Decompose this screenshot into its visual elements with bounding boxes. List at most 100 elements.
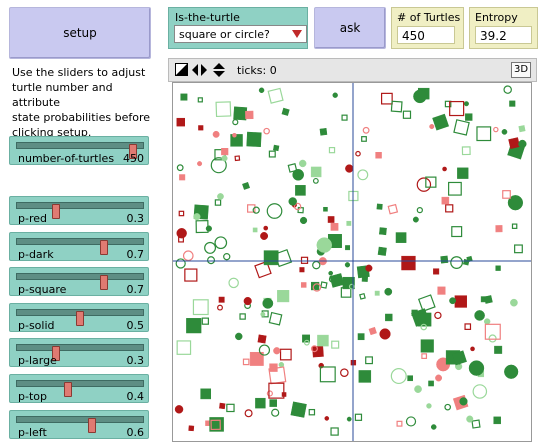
slider-track[interactable]	[16, 273, 144, 290]
slider-value: 0.5	[126, 319, 145, 332]
turtle-shape	[413, 89, 427, 104]
monitor-value: 39.2	[475, 26, 532, 44]
slider-track[interactable]	[16, 416, 144, 433]
slider-p-large[interactable]: p-large 0.3	[9, 338, 149, 367]
turtle-shape	[193, 213, 201, 221]
turtle-shape	[232, 119, 239, 126]
turtle-shape	[430, 424, 437, 430]
turtle-shape	[212, 130, 220, 138]
turtle-shape	[287, 163, 298, 173]
slider-knob[interactable]	[100, 240, 108, 255]
turtle-shape	[420, 339, 434, 353]
turtle-shape	[354, 413, 363, 421]
view-controls-icon[interactable]	[175, 63, 227, 77]
slider-p-square[interactable]: p-square 0.7	[9, 267, 149, 296]
turtle-shape	[247, 204, 256, 213]
turtle-shape	[277, 290, 290, 303]
turtle-shape	[310, 166, 322, 178]
turtle-shape	[346, 220, 352, 226]
turtle-shape	[295, 185, 306, 196]
turtle-shape	[246, 131, 262, 147]
turtle-shape	[420, 323, 428, 331]
turtle-shape	[290, 401, 307, 418]
slider-label: p-left	[18, 426, 47, 439]
setup-button[interactable]: setup	[9, 7, 151, 59]
turtle-shape	[341, 114, 348, 121]
slider-track[interactable]	[16, 344, 144, 361]
turtle-shape	[332, 92, 338, 98]
turtle-shape	[217, 304, 223, 311]
world-view[interactable]	[172, 82, 532, 442]
slider-number-of-turtles[interactable]: number-of-turtles 450	[9, 136, 149, 165]
turtle-shape	[308, 408, 316, 416]
turtle-shape	[395, 232, 407, 243]
turtle-shape	[218, 296, 225, 303]
turtle-shape	[204, 241, 217, 254]
slider-value: 0.4	[126, 390, 145, 403]
chooser-select[interactable]: square or circle?	[174, 25, 307, 43]
slider-track[interactable]	[16, 142, 144, 159]
turtle-shape	[502, 190, 511, 199]
turtle-shape	[266, 390, 273, 397]
dropdown-arrow-icon	[292, 30, 302, 38]
turtle-shape	[514, 244, 523, 254]
turtle-shape	[359, 292, 366, 300]
turtle-shape	[288, 197, 297, 206]
slider-knob[interactable]	[76, 311, 84, 326]
slider-p-solid[interactable]: p-solid 0.5	[9, 303, 149, 332]
turtle-shape	[407, 375, 413, 382]
slider-knob[interactable]	[88, 418, 96, 433]
slider-knob[interactable]	[129, 144, 137, 159]
slider-knob[interactable]	[100, 275, 108, 290]
turtle-shape	[417, 312, 432, 327]
turtle-shape	[494, 345, 503, 354]
turtle-shape	[178, 210, 185, 217]
slider-p-left[interactable]: p-left 0.6	[9, 410, 149, 439]
slider-knob[interactable]	[52, 346, 60, 361]
turtle-shape	[402, 110, 412, 119]
turtle-shape	[200, 388, 212, 400]
turtle-shape	[503, 85, 512, 94]
turtle-shape	[242, 181, 250, 190]
turtle-shape	[362, 126, 370, 134]
slider-knob[interactable]	[52, 204, 60, 219]
turtle-shape	[417, 294, 436, 312]
slider-value: 450	[123, 152, 144, 165]
ask-button[interactable]: ask	[314, 7, 386, 49]
turtle-shape	[188, 425, 195, 432]
slider-track[interactable]	[16, 202, 144, 219]
turtle-shape	[348, 283, 355, 290]
slider-track[interactable]	[16, 380, 144, 397]
slider-track[interactable]	[16, 309, 144, 326]
monitor-label: Entropy	[475, 11, 518, 24]
turtle-shape	[459, 397, 468, 406]
slider-track[interactable]	[16, 238, 144, 255]
turtle-shape	[260, 232, 269, 240]
turtle-shape	[271, 408, 280, 417]
turtle-shape	[361, 136, 367, 142]
turtle-shape	[345, 164, 354, 173]
turtle-shape	[432, 113, 450, 131]
turtle-shape	[433, 268, 440, 275]
slider-p-dark[interactable]: p-dark 0.7	[9, 232, 149, 261]
slider-knob[interactable]	[64, 382, 72, 397]
turtle-shape	[239, 313, 246, 320]
chooser-label: Is-the-turtle	[175, 11, 240, 24]
slider-label: p-top	[18, 390, 47, 403]
turtle-shape	[426, 403, 432, 409]
turtle-shape	[495, 225, 503, 233]
turtle-shape	[450, 256, 464, 269]
slider-p-top[interactable]: p-top 0.4	[9, 374, 149, 403]
entropy-monitor: Entropy 39.2	[469, 7, 538, 49]
turtle-shape	[312, 177, 319, 184]
turtle-shape	[210, 419, 221, 431]
turtle-shape	[323, 206, 328, 212]
turtle-shape	[466, 415, 474, 423]
turtle-question-chooser[interactable]: Is-the-turtle square or circle?	[168, 7, 308, 49]
turtle-shape	[198, 125, 204, 131]
turtle-shape	[176, 164, 184, 172]
turtle-shape	[468, 360, 485, 376]
slider-p-red[interactable]: p-red 0.3	[9, 196, 149, 225]
turtle-shape	[300, 282, 307, 288]
3d-view-button[interactable]: 3D	[511, 62, 531, 78]
